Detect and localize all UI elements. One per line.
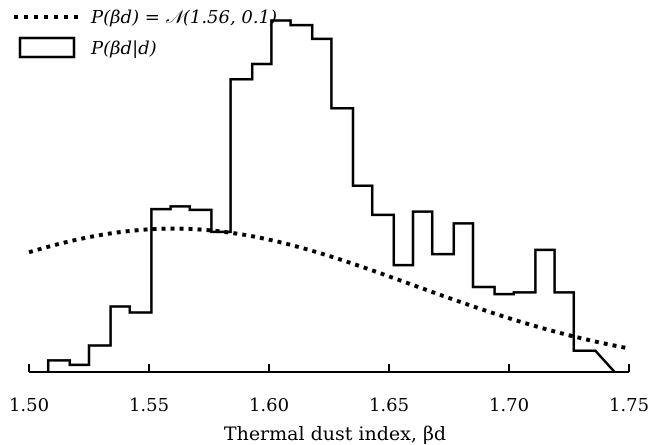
prior-curve-line — [28, 226, 630, 351]
plot-area — [28, 19, 630, 373]
x-axis: 1.50 1.55 1.60 1.65 1.70 1.75 — [9, 364, 649, 416]
x-tick-label: 1.70 — [489, 395, 529, 416]
x-axis-label: Thermal dust index, βd — [224, 423, 446, 445]
x-tick-label: 1.75 — [609, 395, 649, 416]
x-tick-label: 1.60 — [249, 395, 289, 416]
x-tick-label: 1.55 — [129, 395, 169, 416]
legend-posterior-swatch — [18, 36, 76, 59]
x-tick-label: 1.50 — [9, 395, 49, 416]
legend-prior-label: P(βd) = 𝒩(1.56, 0.1) — [90, 7, 277, 28]
x-tick-label: 1.65 — [369, 395, 409, 416]
legend: P(βd) = 𝒩(1.56, 0.1) P(βd|d) — [14, 7, 277, 59]
legend-posterior-label: P(βd|d) — [90, 38, 157, 59]
posterior-histogram-line — [46, 19, 616, 373]
